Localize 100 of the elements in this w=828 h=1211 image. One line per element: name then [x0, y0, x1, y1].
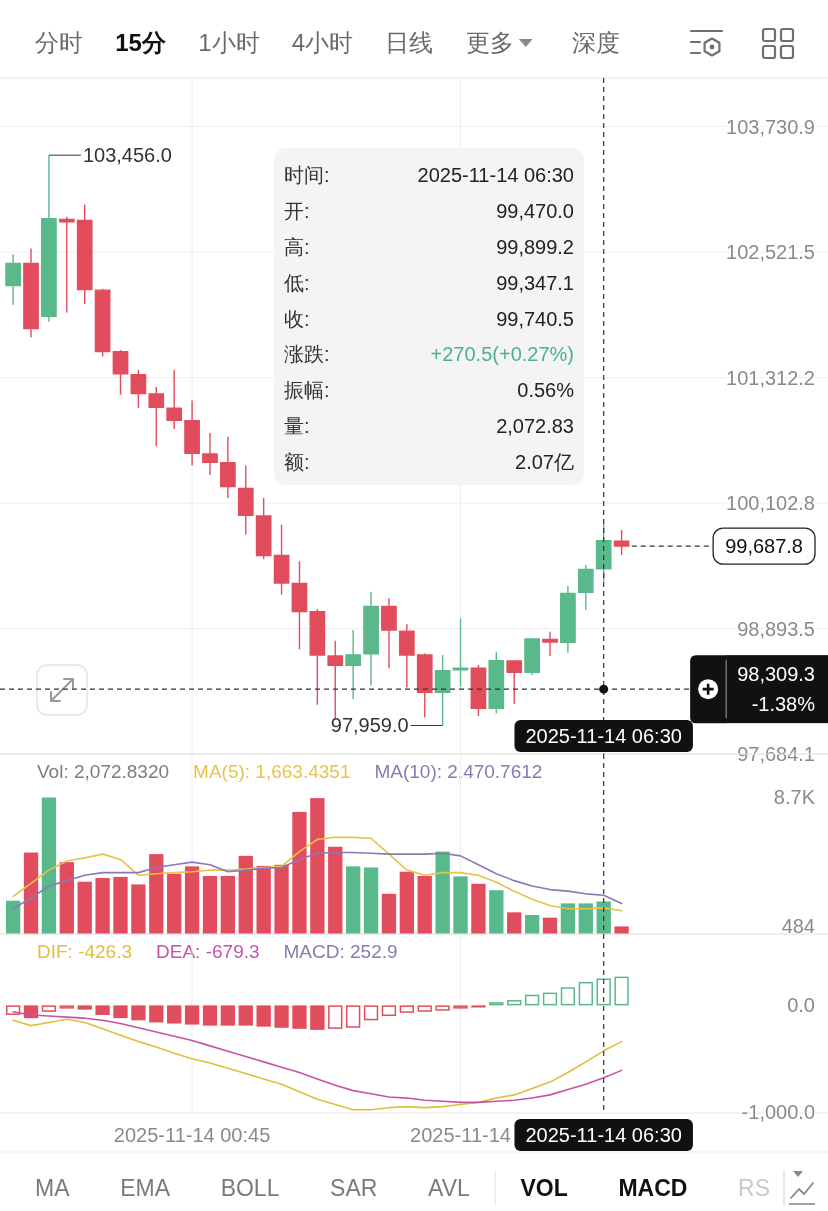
candlestick: [452, 617, 469, 688]
annotation: 99,740.5: [496, 307, 574, 330]
candlestick: [613, 529, 630, 556]
text: SAR: [330, 1175, 378, 1201]
line-series: [12, 836, 623, 912]
bar: [113, 1005, 128, 1019]
bar: [542, 992, 558, 1006]
y-tick-label: 103,730.9: [726, 115, 815, 138]
bar: [41, 797, 57, 934]
y-tick-label: 101,312.2: [726, 366, 815, 389]
bar: [77, 1005, 92, 1010]
y-tick-label: 8.7K: [773, 786, 816, 809]
y-tick-label: 0.0: [787, 994, 815, 1017]
bar: [256, 865, 271, 934]
ref-line-label: 98,309.3 -1.38%: [737, 663, 816, 716]
candlestick: [542, 630, 558, 657]
bar: [381, 1005, 397, 1017]
candlestick: [381, 597, 397, 670]
bar: [23, 852, 39, 934]
text: 1小时: [198, 28, 260, 56]
bar: [489, 890, 504, 934]
annotation: 0.56%: [517, 379, 575, 402]
candlestick: [345, 629, 362, 700]
text: VOL: [520, 1175, 568, 1201]
annotation: MACD: 252.9: [283, 940, 398, 962]
text: MA(5): 1,663.4351: [193, 760, 351, 782]
bar: [310, 798, 325, 934]
bar: [417, 875, 432, 934]
bar: [292, 1005, 307, 1029]
candlestick: [363, 591, 379, 687]
y-tick-label: 98,893.5: [737, 617, 815, 640]
bar: [131, 1005, 146, 1021]
bar: [596, 978, 611, 1006]
candlestick: [560, 585, 576, 654]
bar: [328, 1005, 343, 1029]
text: 15分: [115, 28, 167, 56]
ref-line-label: 2025-11-14 06:30: [525, 1124, 682, 1146]
bar: [292, 811, 307, 934]
text: 更多: [465, 28, 514, 56]
bar: [95, 1005, 110, 1015]
x-tick-label: 2025-11-14: [410, 1124, 511, 1146]
y-tick-label: 484: [781, 915, 815, 938]
bar: [435, 1005, 450, 1011]
bar: [5, 1005, 21, 1015]
bar: [399, 1005, 414, 1013]
text: 深度: [572, 28, 620, 56]
bar: [184, 1005, 200, 1025]
text: MACD: [618, 1175, 688, 1201]
bar: [238, 1005, 253, 1026]
bar: [614, 926, 629, 934]
bar: [220, 1005, 236, 1026]
annotation: 额:: [284, 451, 310, 474]
annotation: 103,456.0: [82, 144, 172, 167]
bar: [59, 862, 74, 934]
bar: [95, 877, 110, 934]
candlestick: [5, 253, 21, 306]
bar: [328, 846, 343, 934]
text: DIF: -426.3: [37, 940, 133, 962]
bar: [471, 883, 486, 934]
text: 分时: [35, 28, 83, 56]
bar: [77, 881, 92, 934]
y-tick-label: 100,102.8: [726, 492, 815, 515]
candlestick: [398, 623, 415, 689]
bar: [345, 866, 361, 934]
y-tick-label: 102,521.5: [726, 241, 815, 264]
bar: [5, 900, 21, 934]
bar: [238, 855, 253, 934]
bar: [274, 864, 289, 934]
candlestick: [488, 651, 505, 715]
line-series: [12, 851, 623, 910]
annotation: 开:: [284, 199, 310, 222]
candlestick: [434, 654, 451, 727]
annotation: 收:: [284, 307, 310, 330]
annotation: 时间:: [284, 163, 330, 186]
candlestick: [184, 399, 200, 467]
candlestick: [506, 659, 523, 705]
annotation: 涨跌:: [284, 343, 330, 366]
ref-line-label: 2025-11-14 06:30: [525, 725, 682, 747]
text: 日线: [385, 28, 434, 56]
annotation: 2.07亿: [515, 451, 574, 474]
candlestick: [166, 369, 183, 430]
bar: [507, 912, 522, 934]
text: MA(10): 2,470.7612: [374, 760, 543, 782]
candlestick: [41, 154, 57, 323]
annotation: 低:: [284, 271, 310, 294]
bar: [453, 876, 468, 934]
bar: [524, 994, 540, 1006]
bar: [184, 866, 200, 934]
text: BOLL: [220, 1175, 280, 1201]
bar: [363, 867, 379, 934]
bar: [578, 903, 593, 934]
bar: [578, 981, 593, 1006]
bar: [256, 1005, 271, 1027]
bar: [149, 1005, 164, 1023]
bar: [113, 876, 128, 934]
bar: [381, 893, 397, 934]
candlestick: [220, 436, 236, 499]
annotation: 99,347.1: [496, 271, 574, 294]
text: MA: [35, 1175, 71, 1201]
annotation: 97,959.0: [330, 714, 409, 737]
